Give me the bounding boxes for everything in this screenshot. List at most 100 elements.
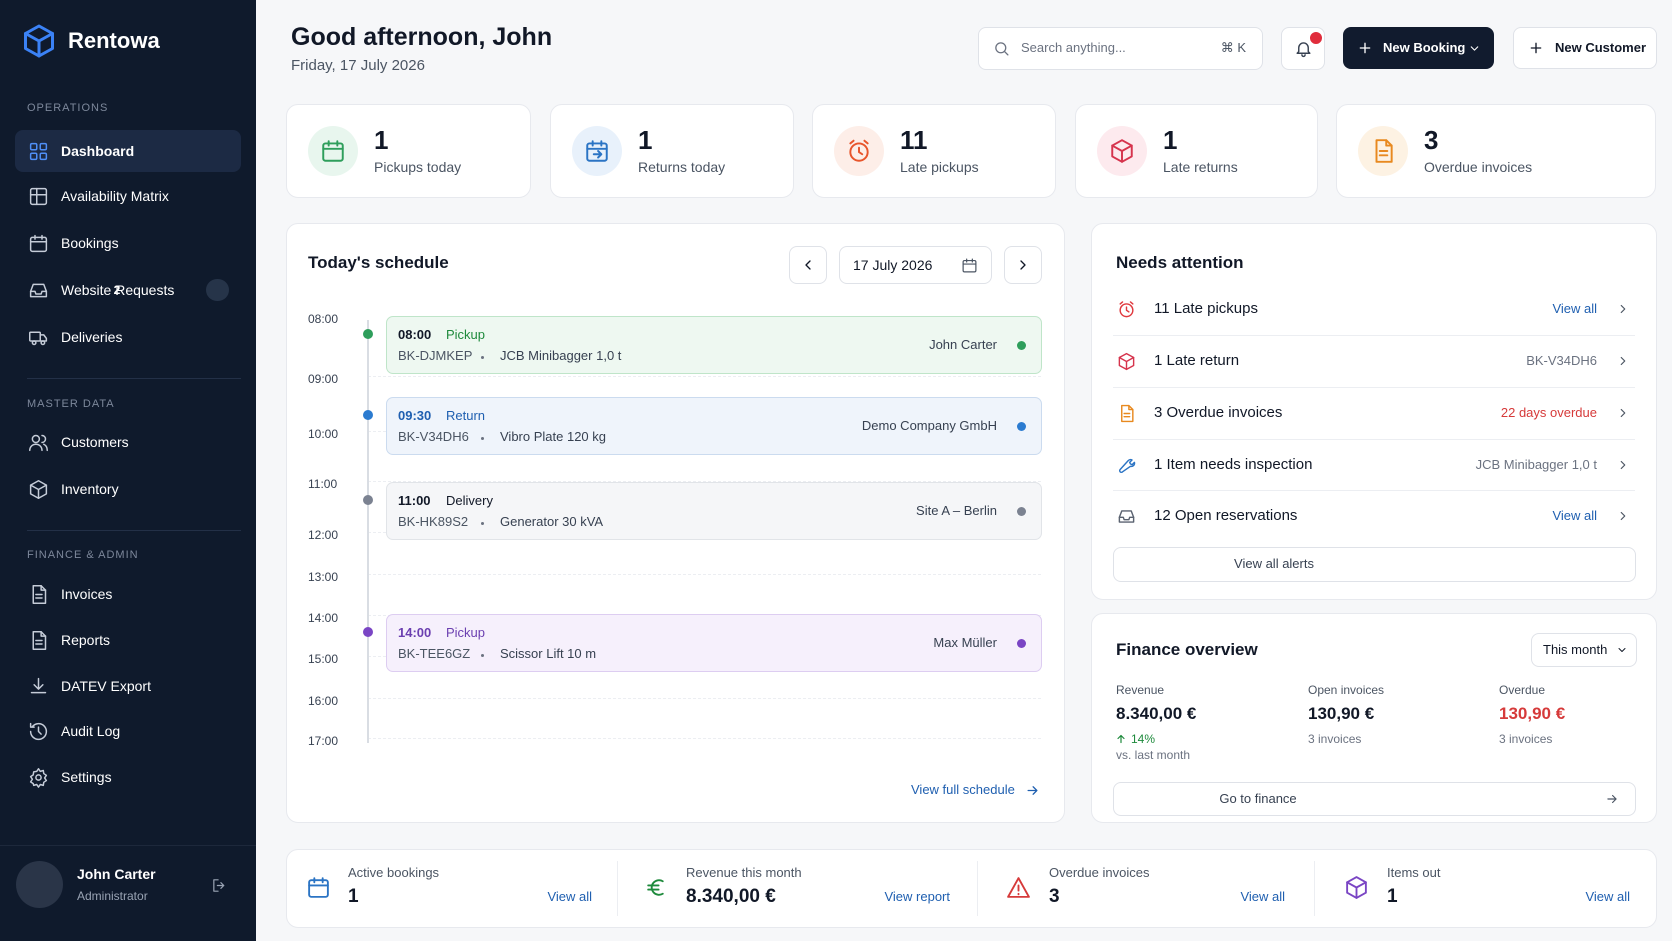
section-title: OPERATIONS xyxy=(27,102,109,114)
search-shortcut: ⌘ K xyxy=(1220,40,1246,55)
icon-shape xyxy=(962,259,976,272)
row-divider xyxy=(1113,439,1635,440)
summary-label: Overdue invoices xyxy=(1049,865,1150,880)
icon-shape xyxy=(31,434,40,443)
hour-label: 17:00 xyxy=(308,734,339,748)
search-box[interactable] xyxy=(978,27,1263,70)
icon xyxy=(30,677,46,693)
icon-shape xyxy=(34,584,46,599)
event-time: 11:00 xyxy=(398,493,431,508)
go-to-finance[interactable]: Go to finance xyxy=(1219,791,1297,806)
attention-label: 12 Open reservations xyxy=(1154,507,1298,524)
nav-item[interactable]: Website Requests xyxy=(61,282,175,298)
summary-divider xyxy=(617,861,618,916)
stat-label: Late pickups xyxy=(900,159,979,175)
next-day-button[interactable] xyxy=(1004,246,1042,284)
icon xyxy=(24,24,54,58)
icon-shape xyxy=(307,876,329,886)
summary-link[interactable]: View report xyxy=(884,889,950,904)
go-to-finance-button[interactable] xyxy=(1113,782,1636,816)
schedule-event[interactable] xyxy=(386,482,1042,540)
schedule-date: 17 July 2026 xyxy=(853,257,933,273)
icon-shape xyxy=(1620,511,1626,521)
timeline-dot xyxy=(363,329,373,339)
attention-detail[interactable]: View all xyxy=(1552,301,1597,316)
nav-item[interactable]: Settings xyxy=(61,769,112,785)
nav-item[interactable]: Dashboard xyxy=(61,143,135,159)
icon[interactable] xyxy=(211,877,228,894)
event-item: Scissor Lift 10 m xyxy=(500,646,597,661)
event-customer: Site A – Berlin xyxy=(916,503,997,518)
view-all-alerts[interactable]: View all alerts xyxy=(1234,556,1314,571)
icon-shape xyxy=(1470,45,1478,51)
notification-badge xyxy=(1308,30,1324,46)
nav-item[interactable]: Deliveries xyxy=(61,329,123,345)
icon-shape xyxy=(34,630,46,645)
prev-day-button[interactable] xyxy=(789,246,827,284)
icon xyxy=(1118,352,1134,370)
brand-name: Rentowa xyxy=(68,28,160,53)
icon-shape xyxy=(1607,794,1617,804)
nav-item[interactable]: Bookings xyxy=(61,235,119,251)
icon-shape xyxy=(30,677,46,693)
nav-active[interactable] xyxy=(15,130,241,172)
summary-link[interactable]: View all xyxy=(1585,889,1630,904)
date-picker[interactable] xyxy=(839,246,992,284)
icon xyxy=(1120,404,1134,422)
icon xyxy=(1620,460,1626,470)
nav-item[interactable]: Customers xyxy=(61,434,129,450)
finance-label: Revenue xyxy=(1116,683,1165,697)
schedule-event[interactable] xyxy=(386,316,1042,374)
summary-label: Active bookings xyxy=(348,865,440,880)
hour-gridline xyxy=(368,738,1041,739)
nav-item[interactable]: Inventory xyxy=(61,481,119,497)
icon-shape xyxy=(24,32,54,58)
icon-shape xyxy=(29,483,47,499)
view-full-schedule[interactable]: View full schedule xyxy=(911,782,1015,797)
icon-shape xyxy=(1620,304,1626,314)
icon-shape xyxy=(28,331,41,342)
separator-dot xyxy=(481,437,484,440)
icon xyxy=(32,584,46,604)
nav-badge-count: 2 xyxy=(113,283,121,297)
icon-shape xyxy=(1375,139,1393,163)
attention-title: Needs attention xyxy=(1116,253,1244,272)
attention-detail[interactable]: View all xyxy=(1552,508,1597,523)
new-booking-label[interactable]: New Booking xyxy=(1383,40,1466,55)
icon-shape xyxy=(805,260,811,270)
icon-shape xyxy=(1620,460,1626,470)
nav-item[interactable]: Invoices xyxy=(61,586,113,602)
summary-label: Items out xyxy=(1387,865,1441,880)
period-dropdown[interactable] xyxy=(1531,633,1637,667)
icon-shape xyxy=(1020,260,1026,270)
icon-shape xyxy=(1122,404,1134,417)
event-type: Delivery xyxy=(446,493,493,508)
schedule-event[interactable] xyxy=(386,397,1042,455)
schedule-event[interactable] xyxy=(386,614,1042,672)
icon-shape xyxy=(39,339,45,345)
icon-shape xyxy=(29,236,47,252)
icon xyxy=(1375,139,1393,163)
summary-divider xyxy=(1314,861,1315,916)
icon xyxy=(1607,794,1617,804)
icon xyxy=(1618,648,1626,652)
summary-link[interactable]: View all xyxy=(547,889,592,904)
nav-item[interactable]: Reports xyxy=(61,632,111,648)
hour-label: 08:00 xyxy=(308,312,339,326)
summary-value: 3 xyxy=(1049,886,1060,907)
nav-item[interactable]: Availability Matrix xyxy=(61,188,169,204)
icon xyxy=(1118,458,1135,473)
icon xyxy=(1117,734,1125,744)
icon xyxy=(1006,876,1030,898)
icon-shape xyxy=(29,187,47,205)
summary-link[interactable]: View all xyxy=(1240,889,1285,904)
stat-value: 1 xyxy=(638,125,653,155)
nav-item[interactable]: DATEV Export xyxy=(61,678,151,694)
nav-item[interactable]: Audit Log xyxy=(61,723,121,739)
new-customer-label[interactable]: New Customer xyxy=(1555,40,1647,55)
icon-shape xyxy=(1027,785,1037,795)
stat-value: 1 xyxy=(1163,125,1178,155)
separator-dot xyxy=(481,654,484,657)
view-all-alerts-button[interactable] xyxy=(1113,547,1636,582)
